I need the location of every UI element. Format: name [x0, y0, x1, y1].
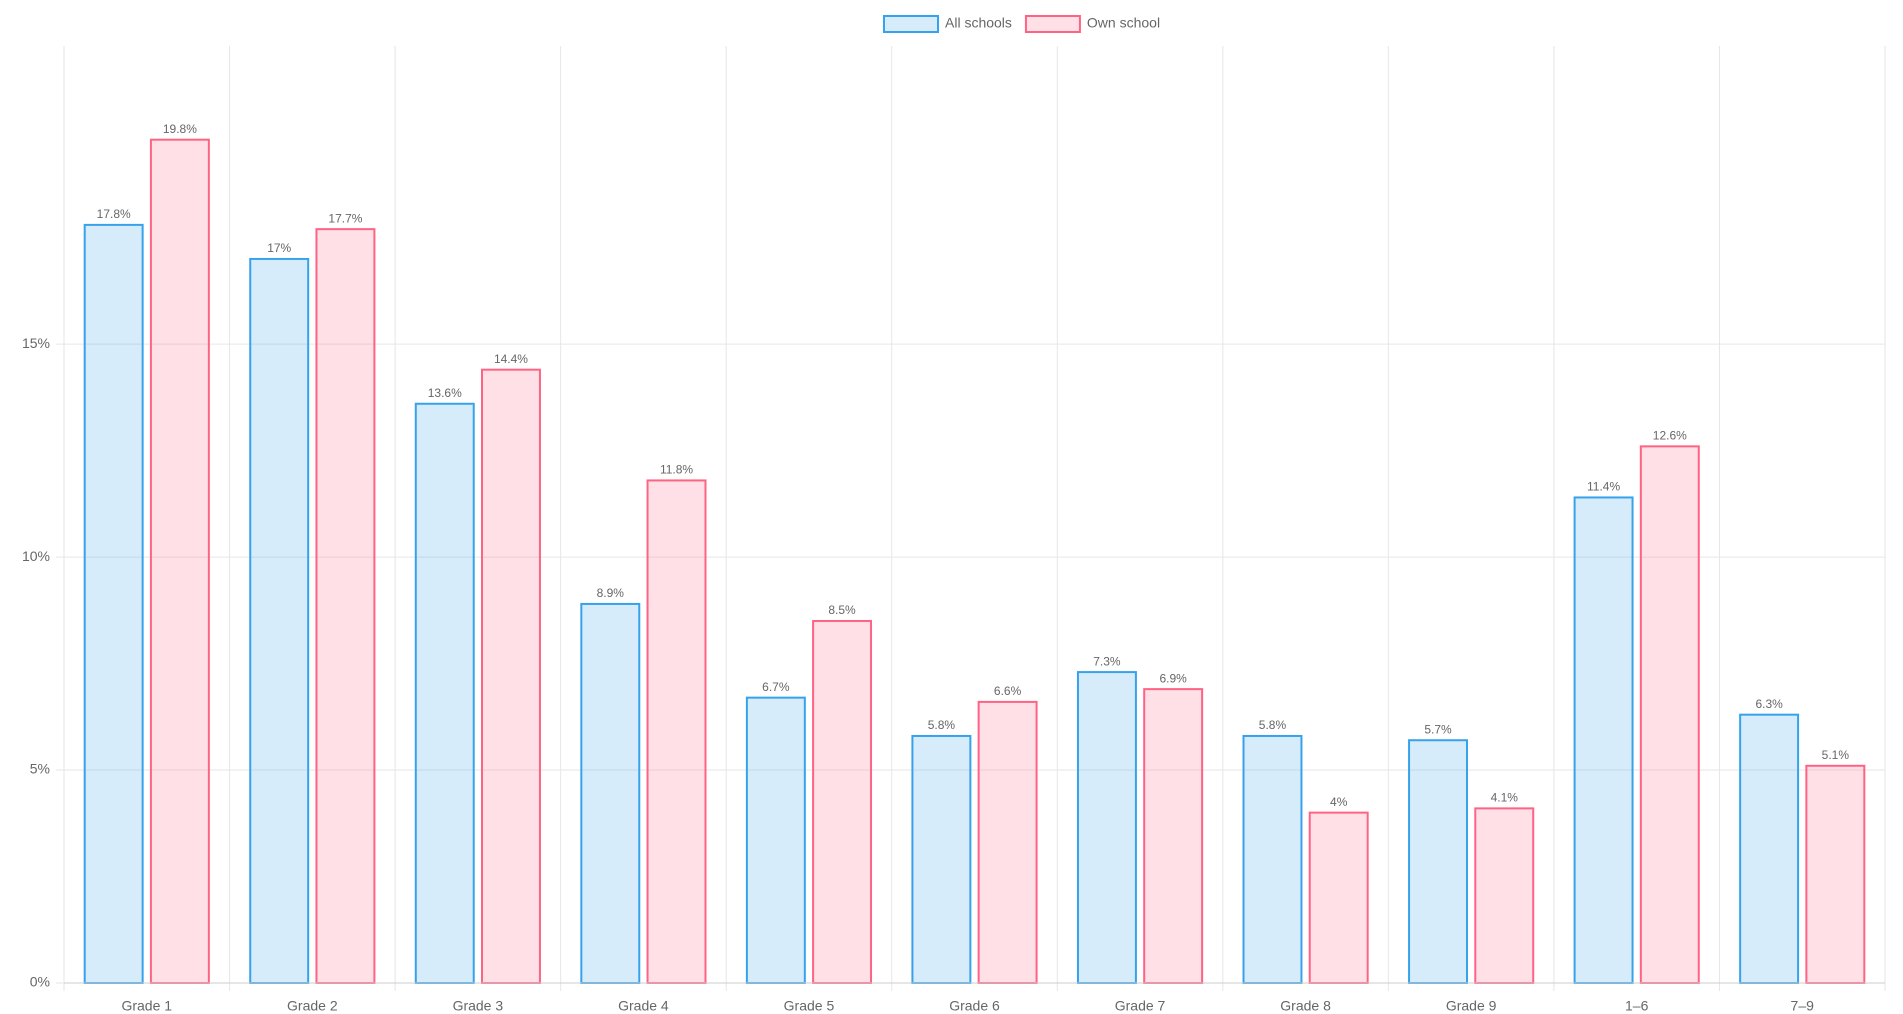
bar: [1474, 807, 1535, 984]
bar: [1308, 811, 1369, 984]
bar: [646, 479, 707, 984]
value-label: 4%: [1330, 795, 1348, 809]
value-label: 7.3%: [1093, 654, 1121, 668]
bar: [1076, 671, 1137, 984]
bar: [745, 696, 806, 985]
x-tick-label: Grade 9: [1446, 998, 1497, 1014]
value-label: 5.7%: [1424, 722, 1452, 736]
x-tick-label: Grade 1: [121, 998, 172, 1014]
legend-swatch: [1024, 15, 1081, 33]
value-label: 14.4%: [494, 352, 528, 366]
value-label: 17.7%: [328, 211, 362, 225]
legend-swatch: [883, 15, 939, 33]
x-tick-label: Grade 2: [287, 998, 338, 1014]
y-tick-label: 10%: [22, 548, 50, 564]
bar: [580, 602, 641, 984]
bar: [315, 228, 376, 984]
value-label: 8.9%: [597, 586, 625, 600]
bar: [249, 257, 310, 985]
bar: [1639, 445, 1700, 984]
value-label: 17%: [267, 241, 291, 255]
bar: [1143, 688, 1204, 984]
x-tick-label: Grade 3: [453, 998, 504, 1014]
legend-label: Own school: [1087, 15, 1160, 31]
value-label: 19.8%: [163, 122, 197, 136]
x-tick-label: Grade 6: [949, 998, 1000, 1014]
bar: [812, 619, 873, 985]
x-tick-label: Grade 5: [784, 998, 835, 1014]
bar: [911, 734, 972, 984]
legend-label: All schools: [945, 15, 1012, 31]
value-label: 6.6%: [994, 684, 1022, 698]
value-label: 12.6%: [1653, 429, 1687, 443]
x-tick-label: 7–9: [1791, 998, 1815, 1014]
value-label: 6.7%: [762, 680, 790, 694]
y-tick-label: 5%: [30, 761, 50, 777]
bar: [1805, 764, 1866, 985]
value-label: 8.5%: [828, 603, 856, 617]
bar: [1242, 734, 1303, 984]
value-label: 5.1%: [1822, 748, 1850, 762]
value-label: 11.4%: [1587, 480, 1620, 494]
value-label: 13.6%: [428, 386, 462, 400]
bar: [414, 402, 475, 985]
bar: [83, 223, 144, 984]
y-tick-label: 15%: [22, 335, 50, 351]
bar: [481, 368, 541, 984]
bar: [1739, 713, 1800, 984]
bar: [1573, 496, 1634, 984]
x-tick-label: 1–6: [1625, 998, 1649, 1014]
value-label: 17.8%: [97, 207, 131, 221]
y-tick-label: 0%: [30, 974, 50, 990]
x-tick-label: Grade 8: [1280, 998, 1331, 1014]
bar: [977, 700, 1038, 985]
x-tick-label: Grade 7: [1115, 998, 1166, 1014]
value-label: 5.8%: [1259, 718, 1287, 732]
bar: [1408, 739, 1468, 984]
value-label: 6.9%: [1159, 671, 1187, 685]
value-label: 4.1%: [1491, 791, 1519, 805]
x-tick-label: Grade 4: [618, 998, 669, 1014]
value-label: 11.8%: [660, 463, 693, 477]
value-label: 5.8%: [928, 718, 956, 732]
value-label: 6.3%: [1755, 697, 1783, 711]
bar: [149, 138, 210, 984]
